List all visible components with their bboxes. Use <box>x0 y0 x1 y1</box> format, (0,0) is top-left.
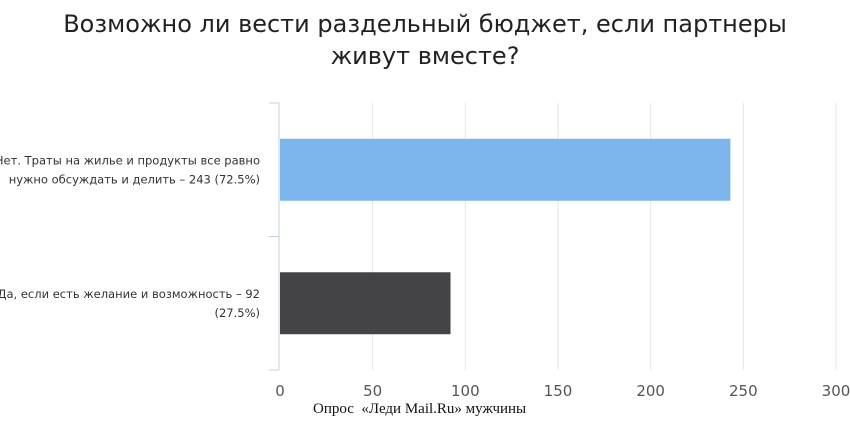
x-tick-label-0: 0 <box>275 382 285 400</box>
chart-title: Возможно ли вести раздельный бюджет, есл… <box>0 8 850 72</box>
chart-title-line-2: живут вместе? <box>330 42 520 70</box>
chart-title-line-1: Возможно ли вести раздельный бюджет, есл… <box>63 10 787 38</box>
x-tick-label-6: 300 <box>822 382 850 400</box>
category-label-0-line-1: Нет. Траты на жилье и продукты все равно <box>0 153 260 167</box>
x-tick-label-3: 150 <box>544 382 573 400</box>
x-tick-label-1: 50 <box>363 382 382 400</box>
x-tick-label-5: 250 <box>729 382 758 400</box>
bar-0 <box>280 138 731 201</box>
category-label-1-line-1: Да, если есть желание и возможность – 92 <box>0 287 260 301</box>
category-label-1-line-2: (27.5%) <box>214 306 260 320</box>
bar-1 <box>280 272 451 335</box>
x-tick-label-2: 100 <box>451 382 480 400</box>
category-label-0-line-2: нужно обсуждать и делить – 243 (72.5%) <box>9 172 260 186</box>
x-tick-label-4: 200 <box>636 382 665 400</box>
source-caption: Опрос «Леди Mail.Ru» мужчины <box>313 401 527 417</box>
